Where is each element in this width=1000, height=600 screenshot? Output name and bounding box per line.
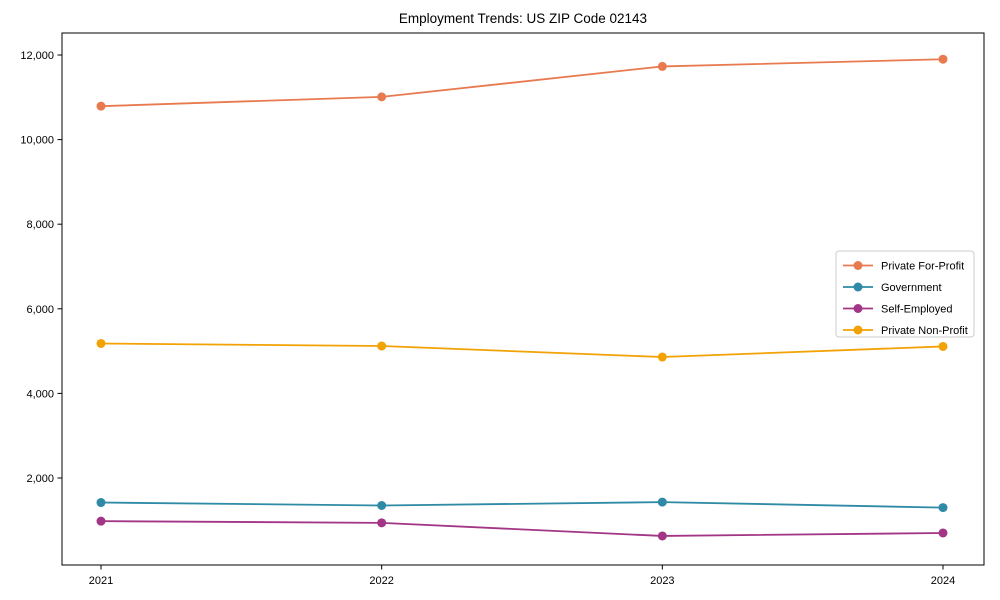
legend-label-self-employed: Self-Employed [881, 304, 953, 316]
legend: Private For-Profit Government Self-Employe… [835, 250, 975, 338]
series-layer [96, 54, 948, 541]
plot-frame [61, 32, 985, 566]
legend-label-government: Government [881, 282, 942, 294]
data-point-private-non-profit [377, 341, 387, 351]
data-point-private-for-profit [657, 61, 667, 71]
data-point-private-for-profit [938, 54, 948, 64]
data-point-government [377, 500, 387, 510]
data-point-government [657, 497, 667, 507]
legend-label-private-non-profit: Private Non-Profit [881, 325, 968, 337]
legend-label-private-for-profit: Private For-Profit [881, 261, 964, 273]
plot-area: 2,000 4,000 6,000 8,000 10,000 12,000 2021 2022… [20, 32, 985, 587]
x-tick-label: 2021 [89, 575, 113, 587]
legend-marker-icon-private-for-profit [853, 261, 863, 270]
data-point-private-for-profit [377, 92, 387, 102]
series-line-self-employed [100, 520, 944, 537]
data-point-government [96, 498, 106, 508]
data-point-self-employed [657, 531, 667, 541]
data-point-self-employed [377, 518, 387, 528]
y-tick-label: 10,000 [20, 135, 54, 147]
data-point-self-employed [938, 528, 948, 538]
y-tick-label: 4,000 [26, 388, 54, 400]
legend-box [835, 250, 975, 338]
data-point-private-non-profit [96, 338, 106, 348]
y-tick-label: 6,000 [26, 304, 54, 316]
legend-marker-icon-self-employed [853, 304, 863, 313]
series-line-private-for-profit [100, 58, 944, 108]
x-tick-label: 2024 [931, 575, 955, 587]
data-point-private-for-profit [96, 101, 106, 111]
x-tick-label: 2023 [650, 575, 674, 587]
data-point-private-non-profit [938, 341, 948, 351]
chart-title: Employment Trends: US ZIP Code 02143 [399, 11, 647, 26]
series-line-government [100, 501, 944, 509]
data-point-self-employed [96, 516, 106, 526]
legend-marker-icon-government [853, 282, 863, 292]
data-point-private-non-profit [657, 352, 667, 362]
legend-marker-icon-private-non-profit [853, 325, 863, 335]
series-line-private-non-profit [100, 342, 944, 358]
data-point-government [938, 503, 948, 513]
y-tick-label: 12,000 [20, 50, 54, 62]
y-tick-label: 2,000 [26, 473, 54, 485]
x-tick-label: 2022 [369, 575, 393, 587]
y-tick-label: 8,000 [26, 219, 54, 231]
